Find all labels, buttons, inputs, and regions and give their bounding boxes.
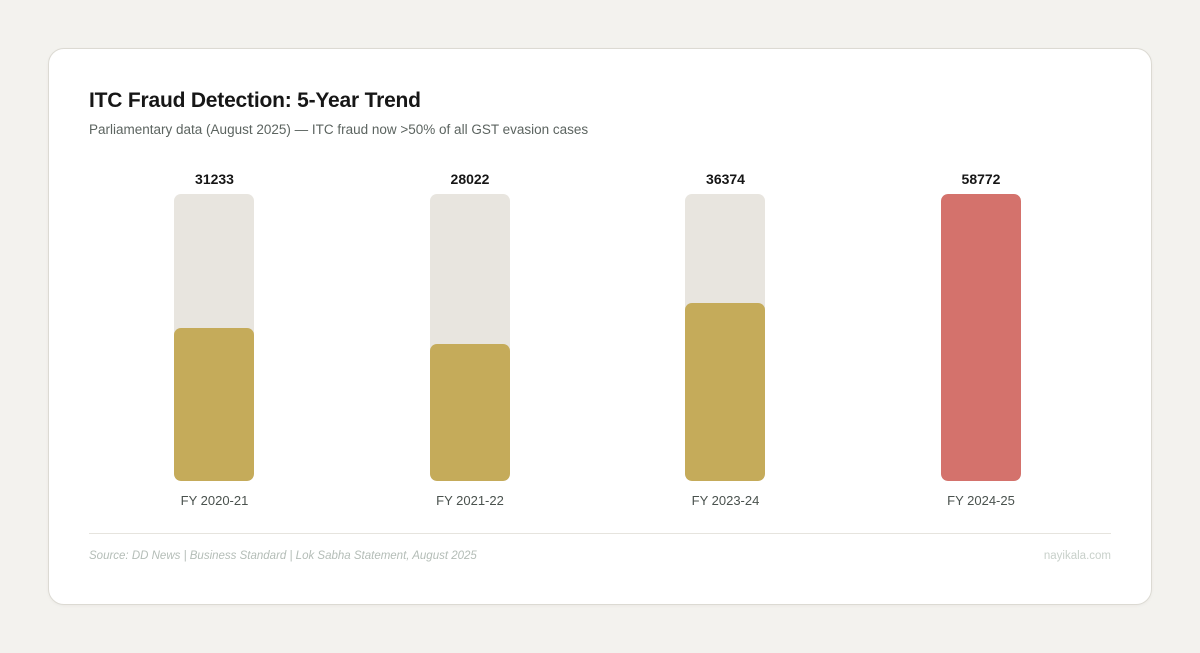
chart-title: ITC Fraud Detection: 5-Year Trend xyxy=(89,89,421,112)
bar-track xyxy=(940,194,1021,481)
bar xyxy=(429,344,510,481)
bar xyxy=(685,303,765,481)
bar-group: 31233 FY 2020-21 xyxy=(89,167,340,517)
bar-track xyxy=(429,194,510,481)
source-note: Source: DD News | Business Standard | Lo… xyxy=(89,550,477,562)
bar-category-label: FY 2021-22 xyxy=(436,493,504,508)
bar-value-label: 28022 xyxy=(450,171,490,187)
bar xyxy=(174,328,254,481)
bar-category-label: FY 2023-24 xyxy=(691,493,760,508)
bar-group: 36374 FY 2023-24 xyxy=(600,167,851,517)
bar-track xyxy=(685,194,765,481)
bar-group: 58772 FY 2024-25 xyxy=(856,167,1107,517)
chart-subtitle: Parliamentary data (August 2025) — ITC f… xyxy=(89,122,589,137)
bar-value-label: 58772 xyxy=(961,171,1001,187)
bar-category-label: FY 2024-25 xyxy=(947,493,1015,508)
bar-track xyxy=(174,194,254,481)
bar-group: 28022 FY 2021-22 xyxy=(345,167,596,517)
bar xyxy=(940,194,1021,481)
divider xyxy=(89,533,1111,534)
bar-category-label: FY 2020-21 xyxy=(180,493,249,508)
bar-value-label: 36374 xyxy=(706,171,745,187)
bar-chart: 31233 FY 2020-21 28022 FY 2021-22 36374 FY 20… xyxy=(89,167,1111,517)
bar-value-label: 31233 xyxy=(195,171,234,187)
brand-watermark: nayikala.com xyxy=(1043,550,1111,562)
chart-card: ITC Fraud Detection: 5-Year Trend Parlia… xyxy=(48,48,1152,605)
